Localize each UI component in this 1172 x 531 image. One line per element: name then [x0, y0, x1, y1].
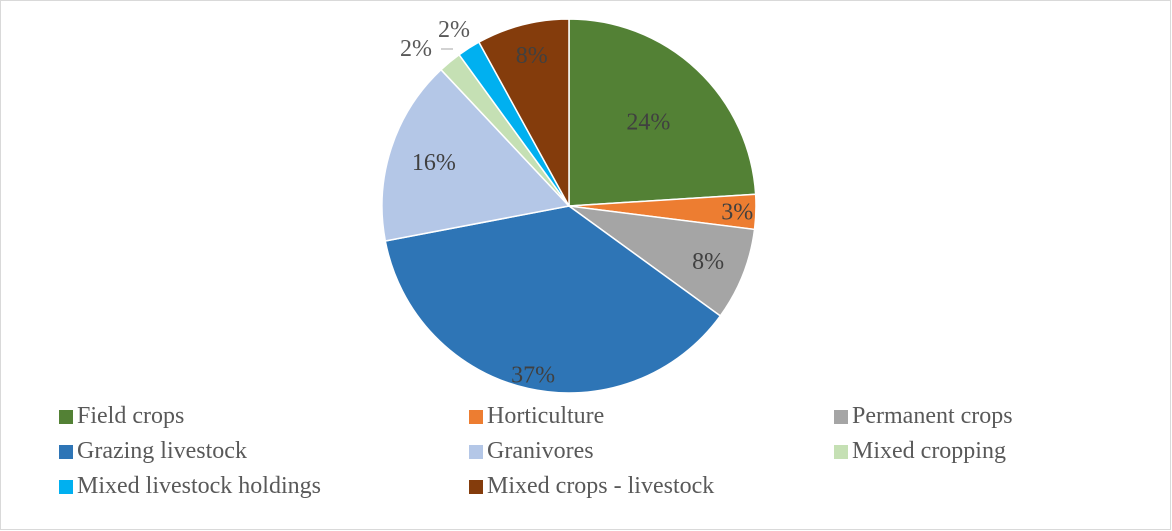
pie-data-labels: 24% 3% 8% 37% 16% 2%2% 8% [400, 17, 753, 389]
pie-slice-permanent-crops [568, 205, 756, 317]
legend-item-mixed-crops-livestock: Mixed crops - livestock [469, 473, 714, 500]
legend-item-field-crops: Field crops [59, 403, 184, 430]
legend-item-grazing-livestock: Grazing livestock [59, 438, 247, 465]
legend-label-horticulture: Horticulture [487, 403, 605, 429]
legend-swatch-horticulture [469, 409, 483, 424]
legend-swatch-field-crops [59, 409, 73, 424]
legend-label-field-crops: Field crops [77, 403, 185, 429]
legend-label-mixed-cropping: Mixed cropping [852, 438, 1006, 464]
data-label-mixed-cropping: 2% [400, 36, 432, 62]
pie-slice-mixed-crops-livestock [477, 18, 570, 207]
legend-item-horticulture: Horticulture [469, 403, 604, 430]
data-label-mixed-crops-livestock: 8% [516, 43, 548, 69]
data-label-granivores: 16% [412, 150, 456, 176]
pie-slice-grazing-livestock [384, 205, 722, 394]
pie-chart: 24% 3% 8% 37% 16% 2%2% 8% [381, 17, 757, 394]
legend-swatch-grazing-livestock [59, 444, 73, 459]
legend-swatch-mixed-livestock-holdings [59, 479, 73, 494]
legend-swatch-permanent-crops [834, 409, 848, 424]
data-label-field-crops: 24% [626, 109, 670, 135]
legend-label-grazing-livestock: Grazing livestock [77, 438, 247, 464]
legend-item-granivores: Granivores [469, 438, 594, 465]
legend-swatch-granivores [469, 444, 483, 459]
legend-swatch-mixed-cropping [834, 444, 848, 459]
legend-item-mixed-livestock-holdings: Mixed livestock holdings [59, 473, 321, 500]
data-label-permanent-crops: 8% [692, 249, 724, 275]
legend-label-granivores: Granivores [487, 438, 594, 464]
legend-item-permanent-crops: Permanent crops [834, 403, 1013, 430]
data-label-grazing-livestock: 37% [511, 363, 555, 389]
legend-label-permanent-crops: Permanent crops [852, 403, 1013, 429]
data-label-mixed-livestock-holdings: 2% [438, 17, 470, 43]
data-label-horticulture: 3% [721, 199, 753, 225]
legend-label-mixed-crops-livestock: Mixed crops - livestock [487, 473, 715, 499]
legend-swatch-mixed-crops-livestock [469, 479, 483, 494]
pie-slice-field-crops [568, 18, 757, 207]
pie-slices [381, 18, 757, 394]
legend-label-mixed-livestock-holdings: Mixed livestock holdings [77, 473, 321, 499]
pie-slice-granivores [381, 68, 571, 242]
legend-item-mixed-cropping: Mixed cropping [834, 438, 1006, 465]
